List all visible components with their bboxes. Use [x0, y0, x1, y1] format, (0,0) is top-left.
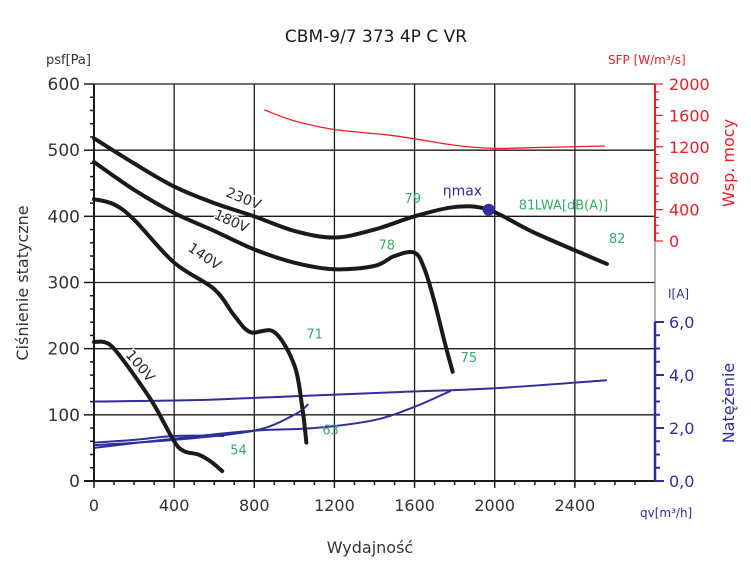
y2-tick-label: 1200 [669, 138, 710, 157]
x-tick-label: 800 [239, 496, 270, 515]
y-tick-label: 600 [48, 75, 80, 95]
y3-tick-label: 0,0 [669, 472, 694, 491]
eta-max-point [482, 203, 495, 216]
y3-tick-label: 4,0 [669, 366, 694, 385]
x-tick-label: 2400 [554, 496, 595, 515]
grid [94, 83, 655, 481]
noise-unit-label: LWA[dB(A)] [535, 199, 608, 214]
noise-level-label: 78 [379, 238, 396, 253]
noise-level-label: 75 [461, 351, 478, 366]
y-axis-unit: psf[Pa] [46, 53, 91, 68]
x-tick-label: 1200 [314, 496, 355, 515]
y-tick-label: 500 [48, 141, 80, 161]
x-axis-unit: qv[m³/h] [640, 506, 692, 520]
y2-axis-unit: SFP [W/m³/s] [608, 53, 686, 67]
noise-level-label: 54 [230, 444, 247, 459]
current-series [93, 379, 607, 449]
y-axis-label: Ciśnienie statyczne [13, 205, 32, 360]
chart-title: CBM-9/7 373 4P C VR [285, 27, 467, 47]
current-line-140V [93, 403, 310, 447]
voltage-label: 140V [185, 240, 224, 274]
pressure-line-180V [92, 160, 455, 374]
noise-level-label: 79 [405, 192, 422, 207]
noise-level-label: 71 [306, 328, 323, 343]
noise-level-label: 81 [519, 199, 536, 214]
pressure-line-100V [92, 339, 225, 474]
y2-tick-label: 0 [669, 232, 679, 251]
y-tick-label: 300 [48, 274, 80, 294]
y2-tick-label: 2000 [669, 75, 710, 94]
y2-tick-label: 400 [669, 201, 700, 220]
pressure-line-140V [92, 197, 309, 445]
current-line-230V [93, 379, 607, 403]
sfp-line [264, 109, 605, 150]
x-ticks: 0 400 800 1200 1600 2000 2400 [89, 481, 636, 515]
eta-max-label: ηmax [443, 184, 482, 200]
y2-tick-label: 1600 [669, 106, 710, 125]
x-tick-label: 400 [159, 496, 190, 515]
x-tick-label: 0 [89, 496, 99, 515]
y-ticks: 0 100 200 300 400 500 600 [48, 75, 94, 492]
y3-ticks: 0,0 2,0 4,0 6,0 [655, 313, 694, 491]
y-tick-label: 200 [48, 340, 80, 360]
y2-axis-label: Wsp. mocy [719, 119, 738, 207]
x-tick-label: 2000 [474, 496, 515, 515]
pressure-series [92, 136, 609, 474]
y3-axis-label: Natężenie [719, 363, 738, 444]
y-tick-label: 100 [48, 406, 80, 426]
y3-tick-label: 6,0 [669, 313, 694, 332]
y3-tick-label: 2,0 [669, 419, 694, 438]
noise-level-label: 63 [322, 424, 339, 439]
y-tick-label: 400 [48, 207, 80, 227]
x-axis-label: Wydajność [327, 538, 413, 557]
y2-tick-label: 800 [669, 169, 700, 188]
sfp-series [264, 109, 605, 150]
current-line-100V [93, 434, 225, 444]
x-tick-label: 1600 [394, 496, 435, 515]
y3-axis-unit: I[A] [668, 287, 689, 301]
y-tick-label: 0 [69, 472, 80, 492]
y2-ticks: 0 400 800 1200 1600 2000 [655, 75, 710, 251]
noise-level-label: 82 [609, 232, 626, 247]
